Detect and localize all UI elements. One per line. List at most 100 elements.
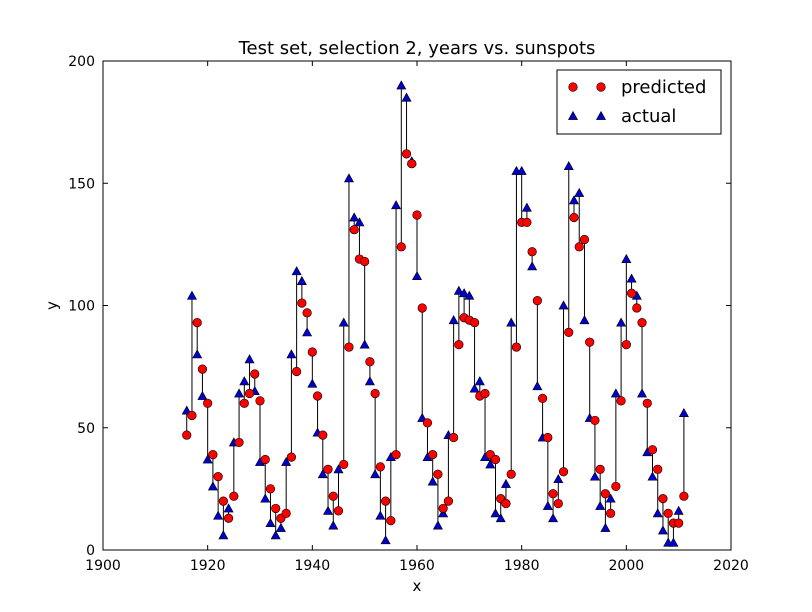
predicted-point — [292, 366, 302, 377]
actual-point — [359, 339, 370, 349]
actual-point — [186, 290, 197, 300]
actual-point — [542, 500, 553, 510]
predicted-point — [244, 388, 255, 399]
predicted-point — [422, 418, 433, 428]
actual-point — [527, 261, 538, 271]
predicted-point — [626, 288, 637, 298]
predicted-point — [585, 337, 595, 347]
actual-point — [495, 513, 506, 523]
predicted-point — [224, 513, 234, 523]
actual-point — [296, 275, 307, 285]
predicted-point — [386, 516, 396, 526]
x-axis: 1900 1920 1940 1960 1980 2000 2020 — [85, 61, 749, 574]
predicted-point — [365, 357, 375, 367]
actual-point — [354, 217, 365, 227]
actual-point — [657, 525, 668, 535]
actual-point — [453, 285, 464, 295]
x-tick-label: 1920 — [190, 558, 226, 574]
actual-point — [432, 520, 443, 530]
actual-point — [333, 464, 344, 474]
predicted-point — [501, 498, 511, 509]
predicted-point — [658, 494, 668, 504]
actual-point — [506, 317, 517, 327]
predicted-point — [208, 450, 218, 460]
actual-point — [364, 376, 375, 386]
actual-point — [213, 510, 224, 520]
predicted-point — [318, 430, 328, 440]
predicted-point — [401, 149, 412, 159]
actual-point — [338, 317, 349, 327]
predicted-point — [286, 452, 297, 462]
y-axis: 0 50 100 150 200 — [68, 54, 731, 559]
y-tick-label: 100 — [68, 299, 95, 315]
predicted-point — [187, 410, 197, 421]
actual-point — [548, 513, 559, 523]
actual-point — [202, 454, 213, 464]
predicted-point — [522, 217, 532, 227]
actual-point — [568, 195, 580, 205]
actual-point — [637, 388, 648, 398]
y-tick-label: 0 — [86, 543, 95, 559]
predicted-point — [328, 491, 338, 501]
actual-point — [610, 388, 621, 398]
x-tick-label: 1960 — [399, 558, 435, 574]
predicted-point — [480, 388, 490, 399]
predicted-point — [600, 489, 611, 499]
predicted-point — [590, 415, 600, 426]
predicted-point — [443, 496, 454, 506]
actual-point — [668, 537, 679, 547]
actual-point — [647, 471, 658, 481]
y-tick-label: 50 — [77, 421, 95, 437]
predicted-point — [527, 247, 537, 257]
actual-point — [260, 493, 271, 503]
actual-point — [589, 471, 600, 481]
actual-point — [500, 478, 511, 488]
actual-point — [595, 500, 606, 510]
actual-point — [302, 327, 313, 337]
predicted-point — [344, 342, 354, 352]
predicted-point — [333, 506, 344, 516]
predicted-point — [469, 318, 480, 328]
actual-point — [427, 476, 438, 486]
actual-point — [553, 473, 564, 483]
actual-point — [291, 266, 302, 276]
x-axis-label: x — [413, 577, 422, 595]
actual-point — [448, 315, 459, 325]
predicted-point — [642, 398, 652, 408]
legend-label-predicted: predicted — [621, 77, 706, 98]
predicted-point — [548, 489, 558, 499]
actual-point — [343, 173, 354, 183]
predicted-point — [579, 234, 590, 245]
actual-point — [490, 508, 501, 518]
actual-point — [380, 535, 391, 545]
actual-point — [616, 317, 627, 327]
actual-point — [411, 271, 423, 281]
actual-point — [673, 505, 684, 515]
predicted-point — [396, 242, 406, 252]
actual-point — [218, 530, 229, 540]
x-tick-label: 1980 — [504, 558, 540, 574]
actual-point — [516, 165, 527, 175]
actual-point — [349, 212, 360, 222]
actual-point — [626, 273, 637, 283]
predicted-point — [621, 340, 631, 350]
predicted-point — [271, 503, 281, 514]
actual-point — [532, 381, 543, 391]
actual-point — [579, 315, 590, 325]
predicted-markers — [182, 149, 689, 528]
actual-markers — [181, 80, 689, 547]
actual-point — [323, 505, 334, 515]
actual-point — [605, 493, 616, 503]
predicted-point — [407, 159, 417, 169]
predicted-point — [417, 303, 427, 313]
predicted-point — [370, 388, 380, 399]
actual-point — [328, 520, 339, 530]
predicted-point — [679, 491, 689, 501]
predicted-point — [595, 464, 605, 474]
predicted-point — [297, 298, 307, 308]
actual-point — [574, 187, 585, 197]
predicted-point — [250, 369, 260, 379]
predicted-point — [428, 450, 438, 460]
actual-point — [474, 376, 485, 386]
predicted-point — [454, 340, 464, 350]
